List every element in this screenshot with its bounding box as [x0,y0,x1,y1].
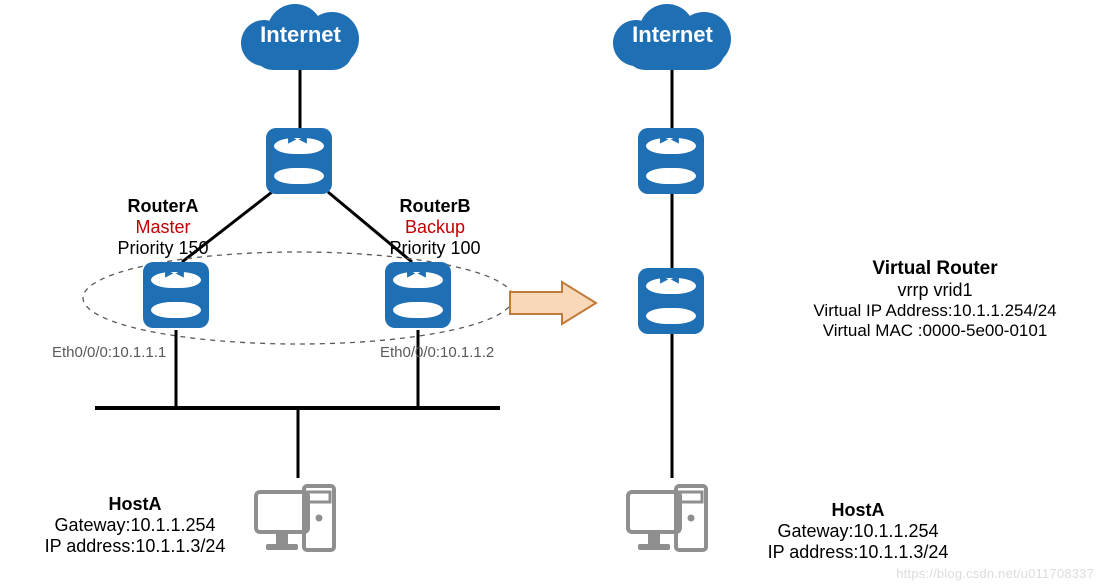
internet-cloud-left: Internet [233,0,368,72]
hostA-right-gateway: Gateway:10.1.1.254 [748,521,968,542]
pc-icon-right [622,478,718,562]
routerB-interface: Eth0/0/0:10.1.1.2 [380,344,494,361]
vr-vrid: vrrp vrid1 [790,280,1080,301]
watermark: https://blog.csdn.net/u011708337 [896,566,1094,581]
transition-arrow [508,280,598,326]
routerB-title: RouterB [360,196,510,217]
routerA-interface: Eth0/0/0:10.1.1.1 [52,344,166,361]
routerA-icon: ▶◀ [143,262,209,328]
routerA-role: Master [88,217,238,238]
hostA-left-title: HostA [30,494,240,515]
hostA-left-ip: IP address:10.1.1.3/24 [30,536,240,557]
virtual-router-icon: ▶◀ [638,268,704,334]
pc-icon-left [250,478,346,562]
hostA-right-label: HostA Gateway:10.1.1.254 IP address:10.1… [748,500,968,563]
vr-title: Virtual Router [790,258,1080,280]
vr-vip: Virtual IP Address:10.1.1.254/24 [790,301,1080,321]
routerA-title: RouterA [88,196,238,217]
hostA-left-gateway: Gateway:10.1.1.254 [30,515,240,536]
hostA-right-title: HostA [748,500,968,521]
vr-vmac: Virtual MAC :0000-5e00-0101 [790,321,1080,341]
routerA-label-block: RouterA Master Priority 150 [88,196,238,259]
cloud-label: Internet [233,22,368,48]
routerA-priority: Priority 150 [88,238,238,259]
routerB-role: Backup [360,217,510,238]
routerB-label-block: RouterB Backup Priority 100 [360,196,510,259]
cloud-label-right: Internet [605,22,740,48]
routerB-priority: Priority 100 [360,238,510,259]
hostA-right-ip: IP address:10.1.1.3/24 [748,542,968,563]
hostA-left-label: HostA Gateway:10.1.1.254 IP address:10.1… [30,494,240,557]
router-top-right: ▶◀ [638,128,704,194]
virtual-router-label: Virtual Router vrrp vrid1 Virtual IP Add… [790,258,1080,341]
internet-cloud-right: Internet [605,0,740,72]
routerB-icon: ▶◀ [385,262,451,328]
router-top-left: ▶◀ [266,128,332,194]
